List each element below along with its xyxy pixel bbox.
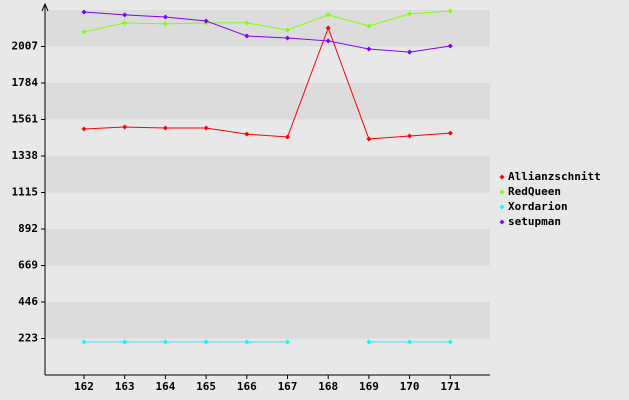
y-axis-arrow bbox=[41, 2, 49, 12]
point bbox=[285, 27, 290, 33]
series-line bbox=[83, 10, 451, 33]
point bbox=[366, 136, 372, 142]
y-tick-label: 1561 bbox=[12, 113, 39, 126]
grid-band bbox=[45, 229, 490, 266]
y-tick-label: 1784 bbox=[12, 76, 39, 89]
point bbox=[203, 125, 209, 131]
point bbox=[285, 339, 290, 345]
point bbox=[244, 33, 250, 39]
legend-marker bbox=[499, 219, 505, 225]
point bbox=[162, 339, 168, 345]
legend-label: Allianzschnitt bbox=[508, 170, 601, 183]
point bbox=[203, 339, 209, 345]
series-line bbox=[83, 11, 451, 53]
y-tick-label: 2007 bbox=[12, 40, 39, 53]
x-tick-label: 168 bbox=[318, 380, 338, 393]
x-tick-label: 162 bbox=[74, 380, 94, 393]
y-tick-label: 223 bbox=[18, 332, 38, 345]
point bbox=[366, 23, 372, 29]
y-tick-label: 446 bbox=[18, 295, 38, 308]
y-tick-label: 892 bbox=[18, 222, 38, 235]
point bbox=[162, 125, 168, 131]
point bbox=[244, 339, 250, 345]
point bbox=[447, 339, 453, 345]
point bbox=[325, 38, 331, 44]
legend-label: setupman bbox=[508, 215, 561, 228]
point bbox=[81, 29, 87, 35]
point bbox=[244, 131, 250, 137]
point bbox=[285, 134, 290, 140]
point bbox=[162, 14, 168, 20]
point bbox=[407, 49, 413, 55]
series-line bbox=[83, 26, 451, 140]
point bbox=[162, 21, 168, 27]
legend-marker bbox=[499, 204, 505, 210]
point bbox=[447, 8, 453, 14]
x-tick-label: 166 bbox=[237, 380, 257, 393]
point bbox=[81, 339, 87, 345]
point bbox=[447, 130, 453, 136]
point bbox=[244, 20, 250, 26]
point bbox=[447, 43, 453, 49]
x-tick-label: 165 bbox=[196, 380, 216, 393]
point bbox=[81, 9, 87, 15]
legend-label: RedQueen bbox=[508, 185, 561, 198]
point bbox=[81, 126, 87, 132]
point bbox=[325, 25, 331, 31]
legend-marker bbox=[499, 174, 505, 180]
y-tick-label: 1115 bbox=[12, 186, 39, 199]
x-tick-label: 163 bbox=[115, 380, 135, 393]
y-tick-label: 669 bbox=[18, 259, 38, 272]
point bbox=[285, 35, 290, 41]
grid-band bbox=[45, 156, 490, 193]
point bbox=[122, 20, 128, 26]
grid-band bbox=[45, 302, 490, 339]
point bbox=[325, 12, 331, 18]
x-tick-label: 171 bbox=[440, 380, 460, 393]
x-tick-label: 167 bbox=[278, 380, 298, 393]
legend-label: Xordarion bbox=[508, 200, 568, 213]
point bbox=[366, 46, 372, 52]
x-tick-label: 169 bbox=[359, 380, 379, 393]
point bbox=[366, 339, 372, 345]
point bbox=[122, 339, 128, 345]
point bbox=[203, 18, 209, 24]
grid-band bbox=[45, 10, 490, 47]
legend-marker bbox=[499, 189, 505, 195]
point bbox=[407, 339, 413, 345]
point bbox=[122, 12, 128, 18]
grid-band bbox=[45, 83, 490, 120]
point bbox=[407, 11, 413, 17]
x-tick-label: 170 bbox=[400, 380, 420, 393]
y-tick-label: 1338 bbox=[12, 149, 39, 162]
point bbox=[122, 124, 128, 130]
point bbox=[407, 133, 413, 139]
x-tick-label: 164 bbox=[155, 380, 175, 393]
